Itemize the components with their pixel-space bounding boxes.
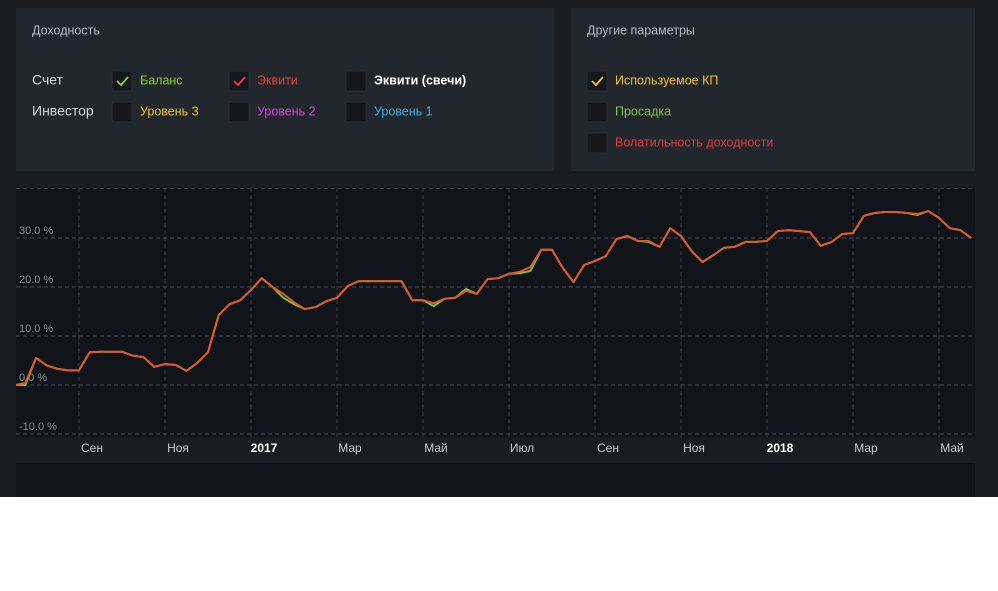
row-label: Счет bbox=[32, 72, 64, 88]
y-tick-label: 10.0 % bbox=[19, 323, 53, 335]
x-tick-label: 2018 bbox=[767, 441, 794, 455]
checkbox-option[interactable]: Эквити bbox=[228, 70, 298, 92]
checkbox[interactable] bbox=[228, 101, 250, 123]
x-tick-label: Ноя bbox=[167, 441, 189, 455]
checkbox[interactable] bbox=[111, 101, 133, 123]
checkbox[interactable] bbox=[111, 70, 133, 92]
checkbox-option[interactable]: Эквити (свечи) bbox=[345, 70, 466, 92]
checkbox-option[interactable]: Используемое КП bbox=[586, 70, 718, 92]
x-tick-label: Май bbox=[940, 441, 964, 455]
checkbox[interactable] bbox=[586, 70, 608, 92]
volume-strip bbox=[16, 463, 975, 497]
panel-title: Доходность bbox=[32, 23, 100, 37]
option-label[interactable]: Просадка bbox=[615, 104, 671, 118]
check-mark bbox=[116, 76, 129, 87]
option-label[interactable]: Уровень 2 bbox=[257, 104, 316, 118]
panel bbox=[571, 8, 975, 171]
option-label[interactable]: Используемое КП bbox=[615, 73, 718, 87]
checkbox[interactable] bbox=[345, 70, 367, 92]
checkbox-option[interactable]: Уровень 1 bbox=[345, 101, 433, 123]
x-axis-strip bbox=[16, 437, 975, 462]
y-tick-label: 0.0 % bbox=[19, 372, 47, 384]
option-label[interactable]: Эквити bbox=[257, 73, 298, 87]
checkbox[interactable] bbox=[586, 101, 608, 123]
x-tick-label: Ноя bbox=[683, 441, 705, 455]
checkbox-option[interactable]: Волатильность доходности bbox=[586, 132, 773, 154]
check-mark bbox=[233, 76, 246, 87]
checkbox[interactable] bbox=[345, 101, 367, 123]
option-label[interactable]: Уровень 3 bbox=[140, 104, 199, 118]
series-line bbox=[16, 210, 972, 386]
x-tick-label: Сен bbox=[81, 441, 103, 455]
option-label[interactable]: Волатильность доходности bbox=[615, 135, 773, 149]
x-tick-label: Мар bbox=[854, 441, 878, 455]
y-tick-label: 30.0 % bbox=[19, 225, 53, 237]
row-label: Инвестор bbox=[32, 103, 94, 119]
plot-area bbox=[16, 188, 975, 437]
checkbox-option[interactable]: Уровень 2 bbox=[228, 101, 316, 123]
y-tick-label: -10.0 % bbox=[19, 421, 57, 433]
chart: -10.0 % 0.0 % 10.0 % 20.0 % 30.0 % Сен Ноя 2017… bbox=[16, 188, 975, 455]
y-tick-label: 20.0 % bbox=[19, 274, 53, 286]
option-label[interactable]: Уровень 1 bbox=[374, 104, 433, 118]
panel bbox=[16, 8, 554, 171]
checkbox-option[interactable]: Уровень 3 bbox=[111, 101, 199, 123]
checkbox-option[interactable]: Баланс bbox=[111, 70, 183, 92]
panels: Доходность Счет Баланс Эквити Эквити (свечи)… bbox=[32, 23, 773, 154]
x-tick-label: Май bbox=[424, 441, 448, 455]
x-tick-label: Мар bbox=[338, 441, 362, 455]
x-tick-label: Сен bbox=[597, 441, 619, 455]
panel-title: Другие параметры bbox=[587, 23, 695, 37]
checkbox[interactable] bbox=[228, 70, 250, 92]
checkbox[interactable] bbox=[586, 132, 608, 154]
option-label[interactable]: Баланс bbox=[140, 73, 183, 87]
x-tick-label: Июл bbox=[510, 441, 534, 455]
option-label[interactable]: Эквити (свечи) bbox=[374, 73, 466, 87]
checkbox-option[interactable]: Просадка bbox=[586, 101, 671, 123]
x-tick-label: 2017 bbox=[251, 441, 278, 455]
check-mark bbox=[591, 76, 604, 87]
